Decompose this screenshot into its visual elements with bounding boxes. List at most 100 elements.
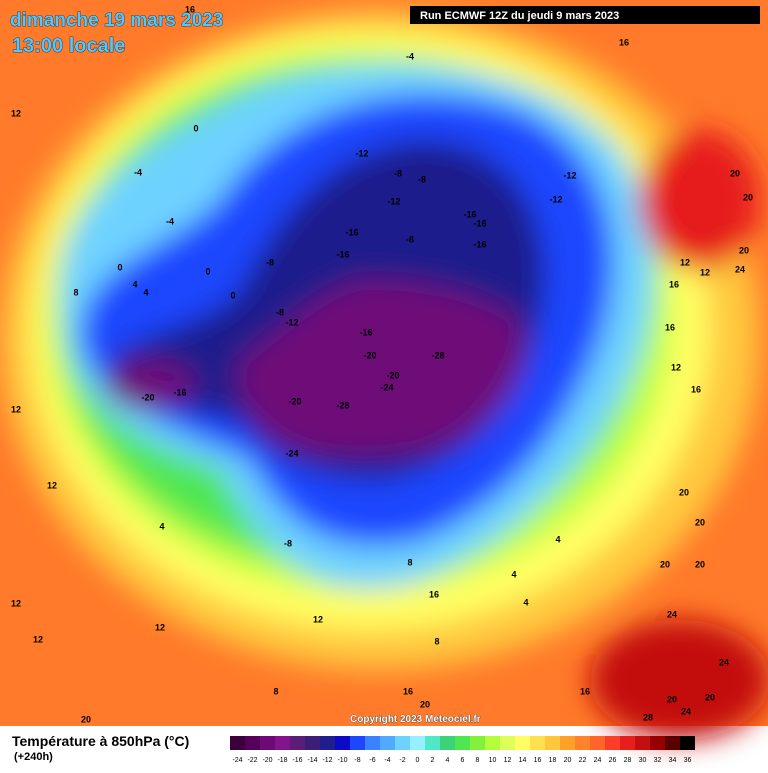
contour-label: -12	[563, 170, 576, 180]
contour-label: -16	[345, 227, 358, 237]
scale-label: 22	[579, 757, 587, 764]
contour-label: 20	[730, 168, 740, 178]
contour-label: -12	[285, 317, 298, 327]
scale-label: 16	[534, 757, 542, 764]
contour-label: 20	[739, 245, 749, 255]
scale-swatch	[635, 736, 650, 750]
legend-title: Température à 850hPa (°C)	[12, 733, 189, 749]
scale-swatch	[515, 736, 530, 750]
scale-swatch	[485, 736, 500, 750]
contour-label: -8	[284, 538, 292, 548]
scale-label: 26	[609, 757, 617, 764]
contour-label: -12	[549, 194, 562, 204]
contour-label: -16	[473, 239, 486, 249]
scale-swatch	[245, 736, 260, 750]
contour-label: -8	[276, 307, 284, 317]
contour-label: -4	[134, 167, 142, 177]
scale-label: -4	[384, 757, 390, 764]
contour-label: 0	[117, 262, 122, 272]
scale-swatch	[425, 736, 440, 750]
contour-label: 16	[665, 322, 675, 332]
contour-label: 28	[643, 712, 653, 722]
contour-label: -8	[418, 174, 426, 184]
contour-label: -20	[386, 370, 399, 380]
scale-label: -8	[354, 757, 360, 764]
contour-label: 20	[679, 487, 689, 497]
contour-label: -20	[363, 350, 376, 360]
scale-swatch	[620, 736, 635, 750]
contour-label: -8	[394, 168, 402, 178]
contour-label: 12	[33, 634, 43, 644]
contour-label: 4	[132, 279, 137, 289]
contour-label: -16	[463, 209, 476, 219]
contour-label: 24	[719, 657, 729, 667]
scale-label: 0	[416, 757, 420, 764]
contour-label: 24	[735, 264, 745, 274]
scale-label: 2	[431, 757, 435, 764]
contour-label: 16	[185, 4, 195, 14]
contour-label: 12	[313, 614, 323, 624]
contour-label: 12	[11, 598, 21, 608]
contour-label: 12	[700, 267, 710, 277]
contour-label: -20	[141, 392, 154, 402]
contour-label: -28	[431, 350, 444, 360]
scale-swatch	[500, 736, 515, 750]
run-box	[410, 6, 760, 24]
contour-label: 24	[681, 706, 691, 716]
contour-label: -4	[406, 51, 414, 61]
scale-label: 10	[489, 757, 497, 764]
contour-label: -24	[380, 382, 393, 392]
contour-label: -24	[285, 448, 298, 458]
scale-swatch	[320, 736, 335, 750]
scale-label: -16	[292, 757, 302, 764]
scale-label: -24	[232, 757, 242, 764]
contour-label: -20	[288, 396, 301, 406]
scale-label: -14	[307, 757, 317, 764]
scale-swatch	[680, 736, 695, 750]
contour-label: -4	[166, 216, 174, 226]
scale-swatch	[530, 736, 545, 750]
contour-label: 20	[667, 694, 677, 704]
scale-swatch	[260, 736, 275, 750]
contour-label: 16	[619, 37, 629, 47]
contour-label: 20	[743, 192, 753, 202]
contour-label: 8	[407, 557, 412, 567]
scale-swatch	[650, 736, 665, 750]
contour-label: 4	[511, 569, 516, 579]
scale-swatch	[395, 736, 410, 750]
contour-label: 12	[11, 404, 21, 414]
contour-label: 24	[667, 609, 677, 619]
contour-label: 16	[691, 384, 701, 394]
contour-label: -16	[173, 387, 186, 397]
scale-label: 36	[684, 757, 692, 764]
contour-label: 12	[11, 108, 21, 118]
run-info: Run ECMWF 12Z du jeudi 9 mars 2023	[420, 10, 619, 22]
contour-label: 16	[580, 686, 590, 696]
lead-time: (+240h)	[14, 751, 53, 763]
scale-label: 4	[446, 757, 450, 764]
copyright: Copyright 2023 Meteociel.fr	[350, 714, 481, 725]
scale-swatch	[380, 736, 395, 750]
contour-label: -8	[266, 257, 274, 267]
scale-label: -2	[399, 757, 405, 764]
scale-swatch	[470, 736, 485, 750]
contour-label: 8	[434, 636, 439, 646]
temperature-field	[0, 0, 768, 740]
color-scale: -24 -22 -20 -18 -16 -14 -12 -10 -8 -6 -4 -2 0 2 4 6 8 10 1…	[230, 736, 695, 764]
contour-label: 16	[669, 279, 679, 289]
contour-label: 4	[143, 287, 148, 297]
scale-label: 30	[639, 757, 647, 764]
scale-label: 12	[504, 757, 512, 764]
contour-label: 0	[205, 266, 210, 276]
scale-swatch	[230, 736, 245, 750]
scale-swatch	[410, 736, 425, 750]
scale-label: 18	[549, 757, 557, 764]
scale-label: 20	[564, 757, 572, 764]
contour-label: 20	[695, 559, 705, 569]
scale-label: 6	[461, 757, 465, 764]
contour-label: 0	[193, 123, 198, 133]
contour-label: 20	[695, 517, 705, 527]
contour-label: 12	[680, 257, 690, 267]
scale-swatch	[335, 736, 350, 750]
